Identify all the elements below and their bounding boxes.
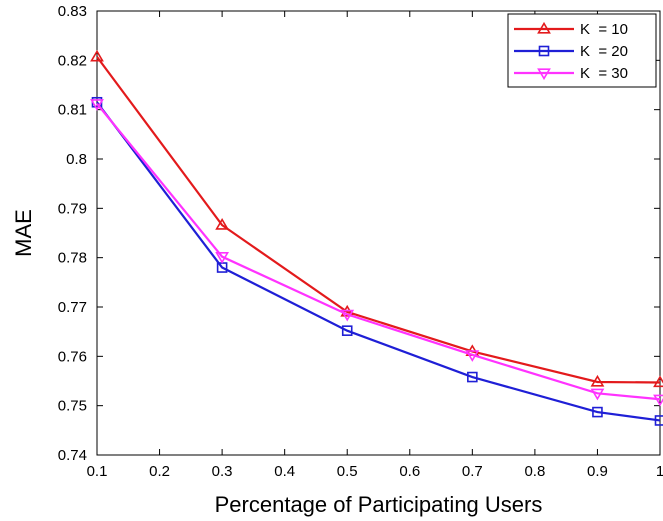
data-point: [590, 388, 605, 401]
x-tick-label: 0.3: [212, 463, 233, 480]
legend-label: K = 30: [580, 65, 628, 82]
x-tick-label: 0.1: [87, 463, 108, 480]
data-point: [215, 218, 230, 230]
y-axis-title: MAE: [11, 209, 36, 257]
series-3: [90, 99, 663, 407]
legend-marker: [537, 68, 551, 81]
legend-label: K = 20: [580, 43, 628, 60]
plot-frame: [96, 10, 661, 456]
data-point: [215, 252, 230, 264]
y-tick-label: 0.83: [58, 3, 87, 20]
y-tick-label: 0.82: [58, 52, 87, 69]
data-point: [340, 309, 355, 322]
legend-item: K = 20: [514, 43, 628, 60]
axes: 0.1 0.2 0.3 0.4 0.5 0.6 0.7 0.8 0.9 1 0.74 0.75 0.76…: [58, 3, 663, 480]
legend-marker: [537, 21, 551, 34]
x-tick-label: 0.8: [524, 463, 545, 480]
data-point: [90, 99, 104, 111]
legend-item: K = 10: [514, 21, 628, 38]
data-point: [592, 406, 603, 418]
legend-item: K = 30: [514, 65, 628, 82]
y-tick-label: 0.77: [58, 299, 87, 316]
y-tick-label: 0.8: [66, 151, 87, 168]
y-tick-label: 0.75: [58, 398, 87, 415]
legend-label: K = 10: [580, 21, 628, 38]
series-layer: [90, 49, 663, 426]
y-tick-label: 0.78: [58, 250, 87, 267]
y-tick-label: 0.81: [58, 102, 87, 119]
x-tick-label: 0.9: [587, 463, 608, 480]
y-tick-label: 0.74: [58, 447, 87, 464]
x-tick-label: 0.4: [274, 463, 295, 480]
series-2: [91, 96, 663, 426]
series-line: [96, 103, 661, 401]
x-axis-title: Percentage of Participating Users: [215, 492, 543, 517]
x-tick-label: 0.5: [337, 463, 358, 480]
data-point: [590, 374, 605, 387]
series-line: [96, 101, 661, 422]
series-line: [96, 56, 661, 384]
data-point: [465, 350, 480, 362]
x-tick-label: 1: [656, 463, 663, 480]
data-point: [90, 49, 104, 62]
y-tick-label: 0.76: [58, 348, 87, 365]
x-tick-label: 0.2: [149, 463, 170, 480]
data-point: [467, 371, 478, 383]
x-tick-label: 0.6: [399, 463, 420, 480]
legend: K = 10 K = 20 K = 30: [507, 13, 657, 88]
data-point: [654, 415, 663, 426]
legend-marker: [538, 45, 550, 57]
data-point: [341, 325, 353, 336]
y-tick-label: 0.79: [58, 200, 87, 217]
x-tick-label: 0.7: [462, 463, 483, 480]
